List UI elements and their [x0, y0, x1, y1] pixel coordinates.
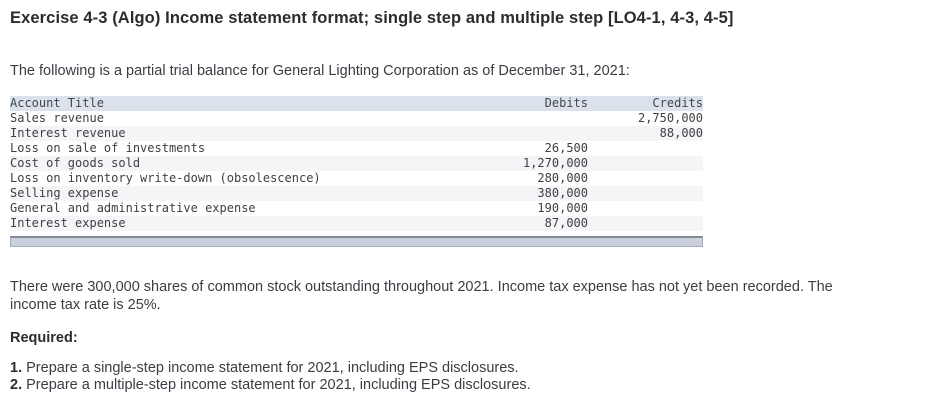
notes-line: income tax rate is 25%. — [10, 297, 161, 313]
exercise-page: Exercise 4-3 (Algo) Income statement for… — [10, 9, 935, 394]
debit-cell: 26,500 — [544, 141, 588, 155]
account-title-cell: Loss on inventory write-down (obsolescen… — [10, 171, 321, 185]
table-row: Interest expense 87,000 — [10, 216, 703, 231]
table-horizontal-scrollbar[interactable] — [10, 236, 703, 247]
required-item-text: Prepare a single-step income statement f… — [26, 360, 519, 376]
required-item-text: Prepare a multiple-step income statement… — [26, 377, 531, 393]
required-item-number: 2. — [10, 377, 23, 393]
account-title-cell: Cost of goods sold — [10, 156, 141, 170]
table-row: Sales revenue 2,750,000 — [10, 111, 703, 126]
intro-text: The following is a partial trial balance… — [10, 63, 630, 79]
debit-cell — [438, 126, 588, 141]
column-header-credits: Credits — [652, 96, 703, 110]
table-row: Selling expense 380,000 — [10, 186, 703, 201]
notes-line: There were 300,000 shares of common stoc… — [10, 279, 833, 295]
required-label: Required: — [10, 330, 78, 346]
credit-cell — [588, 186, 703, 201]
table-row: Cost of goods sold 1,270,000 — [10, 156, 703, 171]
required-item-2: 2. Prepare a multiple-step income statem… — [10, 377, 935, 394]
credit-cell — [588, 171, 703, 186]
table-row: Loss on sale of investments 26,500 — [10, 141, 703, 156]
account-title-cell: Sales revenue — [10, 111, 104, 125]
debit-cell: 280,000 — [537, 171, 588, 185]
page-title: Exercise 4-3 (Algo) Income statement for… — [10, 9, 734, 27]
credit-cell — [588, 201, 703, 216]
debit-cell: 1,270,000 — [522, 156, 588, 170]
trial-balance-table-container: Account Title Debits Credits Sales reven… — [10, 96, 703, 247]
account-title-cell: Loss on sale of investments — [10, 141, 206, 155]
credit-cell — [588, 141, 703, 156]
notes-paragraph: There were 300,000 shares of common stoc… — [10, 278, 935, 314]
column-header-debits: Debits — [544, 96, 588, 110]
debit-cell: 190,000 — [537, 201, 588, 215]
trial-balance-table: Account Title Debits Credits Sales reven… — [10, 96, 703, 231]
account-title-cell: Interest expense — [10, 216, 126, 230]
table-row: Interest revenue 88,000 — [10, 126, 703, 141]
credit-cell: 88,000 — [659, 126, 703, 140]
table-row: Loss on inventory write-down (obsolescen… — [10, 171, 703, 186]
credit-cell — [588, 156, 703, 171]
account-title-cell: Interest revenue — [10, 126, 126, 140]
debit-cell: 87,000 — [544, 216, 588, 230]
required-item-number: 1. — [10, 360, 23, 376]
column-header-account-title: Account Title — [10, 96, 104, 110]
debit-cell — [438, 111, 588, 126]
account-title-cell: General and administrative expense — [10, 201, 256, 215]
table-header-row: Account Title Debits Credits — [10, 96, 703, 111]
account-title-cell: Selling expense — [10, 186, 119, 200]
table-row: General and administrative expense 190,0… — [10, 201, 703, 216]
debit-cell: 380,000 — [537, 186, 588, 200]
required-item-1: 1. Prepare a single-step income statemen… — [10, 360, 935, 377]
credit-cell: 2,750,000 — [637, 111, 703, 125]
credit-cell — [588, 216, 703, 231]
required-list: 1. Prepare a single-step income statemen… — [10, 360, 935, 394]
